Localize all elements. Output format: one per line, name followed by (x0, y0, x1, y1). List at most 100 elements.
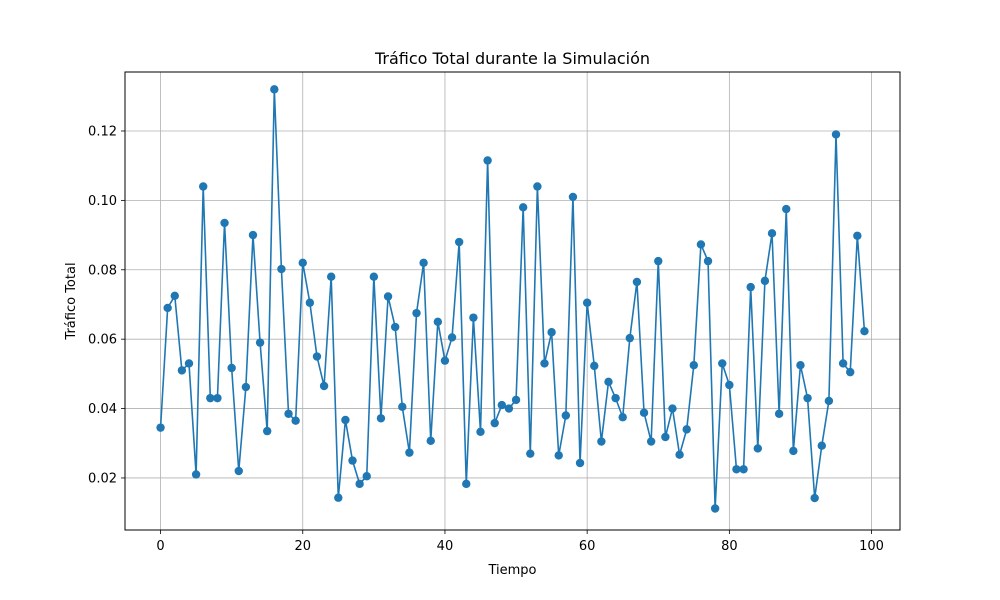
data-point (213, 393, 222, 403)
data-point (497, 400, 507, 410)
data-point (454, 237, 464, 247)
data-point (426, 436, 435, 446)
data-point (597, 437, 606, 446)
data-point (462, 479, 471, 489)
data-point (732, 465, 741, 474)
data-point (817, 441, 826, 450)
data-point (746, 282, 755, 292)
data-point (718, 359, 727, 368)
data-point (298, 258, 307, 268)
series-traffic (156, 85, 869, 513)
data-point (654, 256, 663, 266)
data-point (625, 333, 635, 343)
data-point (447, 333, 457, 342)
data-point (739, 465, 748, 474)
data-point (284, 409, 293, 418)
data-point (568, 192, 578, 202)
data-point (838, 359, 848, 368)
data-point (199, 182, 208, 191)
data-point (241, 382, 251, 392)
data-point (789, 446, 798, 456)
data-point (618, 413, 627, 422)
data-point (639, 408, 649, 417)
data-point (860, 326, 869, 336)
data-point (774, 409, 784, 418)
data-point (831, 130, 841, 139)
data-point (433, 317, 443, 327)
data-point (390, 322, 400, 332)
data-point (483, 156, 492, 165)
data-point (547, 328, 556, 337)
data-point (575, 458, 585, 468)
data-point (234, 466, 243, 476)
grid (125, 72, 900, 530)
data-point (255, 338, 265, 347)
data-point (341, 415, 350, 425)
data-point (590, 361, 599, 371)
data-point (412, 308, 421, 318)
y-tick-label: 0.04 (88, 402, 117, 417)
series-line (159, 88, 866, 510)
y-tick-label: 0.10 (88, 194, 117, 209)
data-point (646, 437, 656, 446)
data-point (369, 272, 379, 281)
data-point (853, 231, 862, 240)
data-point (710, 504, 720, 513)
data-point (760, 276, 770, 286)
data-point (405, 448, 414, 457)
data-point (753, 444, 762, 453)
y-axis-ticks: 0.02 0.04 0.06 0.08 0.10 0.12 (88, 124, 125, 486)
data-point (511, 395, 521, 405)
data-point (490, 418, 499, 428)
data-point (725, 380, 734, 390)
data-point (312, 352, 322, 361)
data-point (782, 204, 791, 214)
data-point (277, 264, 286, 274)
plot-frame (124, 71, 901, 531)
data-point (440, 356, 450, 365)
x-tick-label: 20 (294, 539, 311, 554)
data-point (696, 240, 706, 249)
data-point (846, 367, 855, 377)
y-tick-label: 0.12 (88, 124, 117, 139)
data-point (263, 426, 272, 436)
data-point (270, 85, 279, 94)
data-point (348, 456, 357, 465)
data-point (689, 360, 699, 370)
data-point (355, 479, 364, 489)
x-tick-label: 100 (859, 539, 884, 554)
x-tick-label: 80 (721, 539, 738, 554)
data-point (362, 472, 371, 481)
data-point (419, 258, 428, 268)
data-point (319, 381, 329, 391)
data-point (540, 359, 549, 368)
data-point (803, 393, 812, 403)
data-point (326, 272, 336, 281)
chart-title: Tráfico Total durante la Simulación (374, 49, 650, 68)
data-point (518, 203, 528, 212)
data-point (248, 230, 258, 240)
data-point (632, 277, 642, 287)
data-point (469, 313, 478, 322)
data-point (561, 411, 571, 420)
data-point (383, 292, 393, 301)
data-point (163, 303, 172, 313)
data-point (582, 298, 592, 307)
data-point (220, 218, 229, 228)
data-point (227, 363, 236, 373)
data-point (533, 182, 542, 191)
data-point (184, 359, 194, 368)
data-point (682, 425, 691, 434)
data-point (824, 396, 834, 406)
data-point (767, 229, 777, 238)
data-point (554, 451, 563, 460)
plot-area (125, 72, 900, 530)
data-point (810, 493, 819, 503)
data-point (376, 414, 386, 423)
x-axis-label: Tiempo (487, 563, 536, 578)
x-tick-label: 0 (156, 539, 164, 554)
x-axis-ticks: 0 20 40 60 80 100 (156, 530, 884, 554)
data-point (604, 377, 613, 387)
y-tick-label: 0.06 (88, 333, 117, 348)
